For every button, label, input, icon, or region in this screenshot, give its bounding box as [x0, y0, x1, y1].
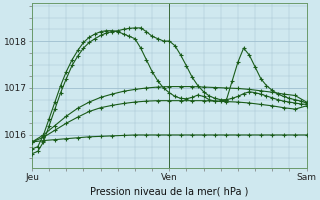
X-axis label: Pression niveau de la mer( hPa ): Pression niveau de la mer( hPa ) [90, 187, 248, 197]
